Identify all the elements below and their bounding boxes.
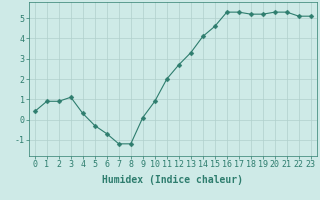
X-axis label: Humidex (Indice chaleur): Humidex (Indice chaleur) bbox=[102, 175, 243, 185]
